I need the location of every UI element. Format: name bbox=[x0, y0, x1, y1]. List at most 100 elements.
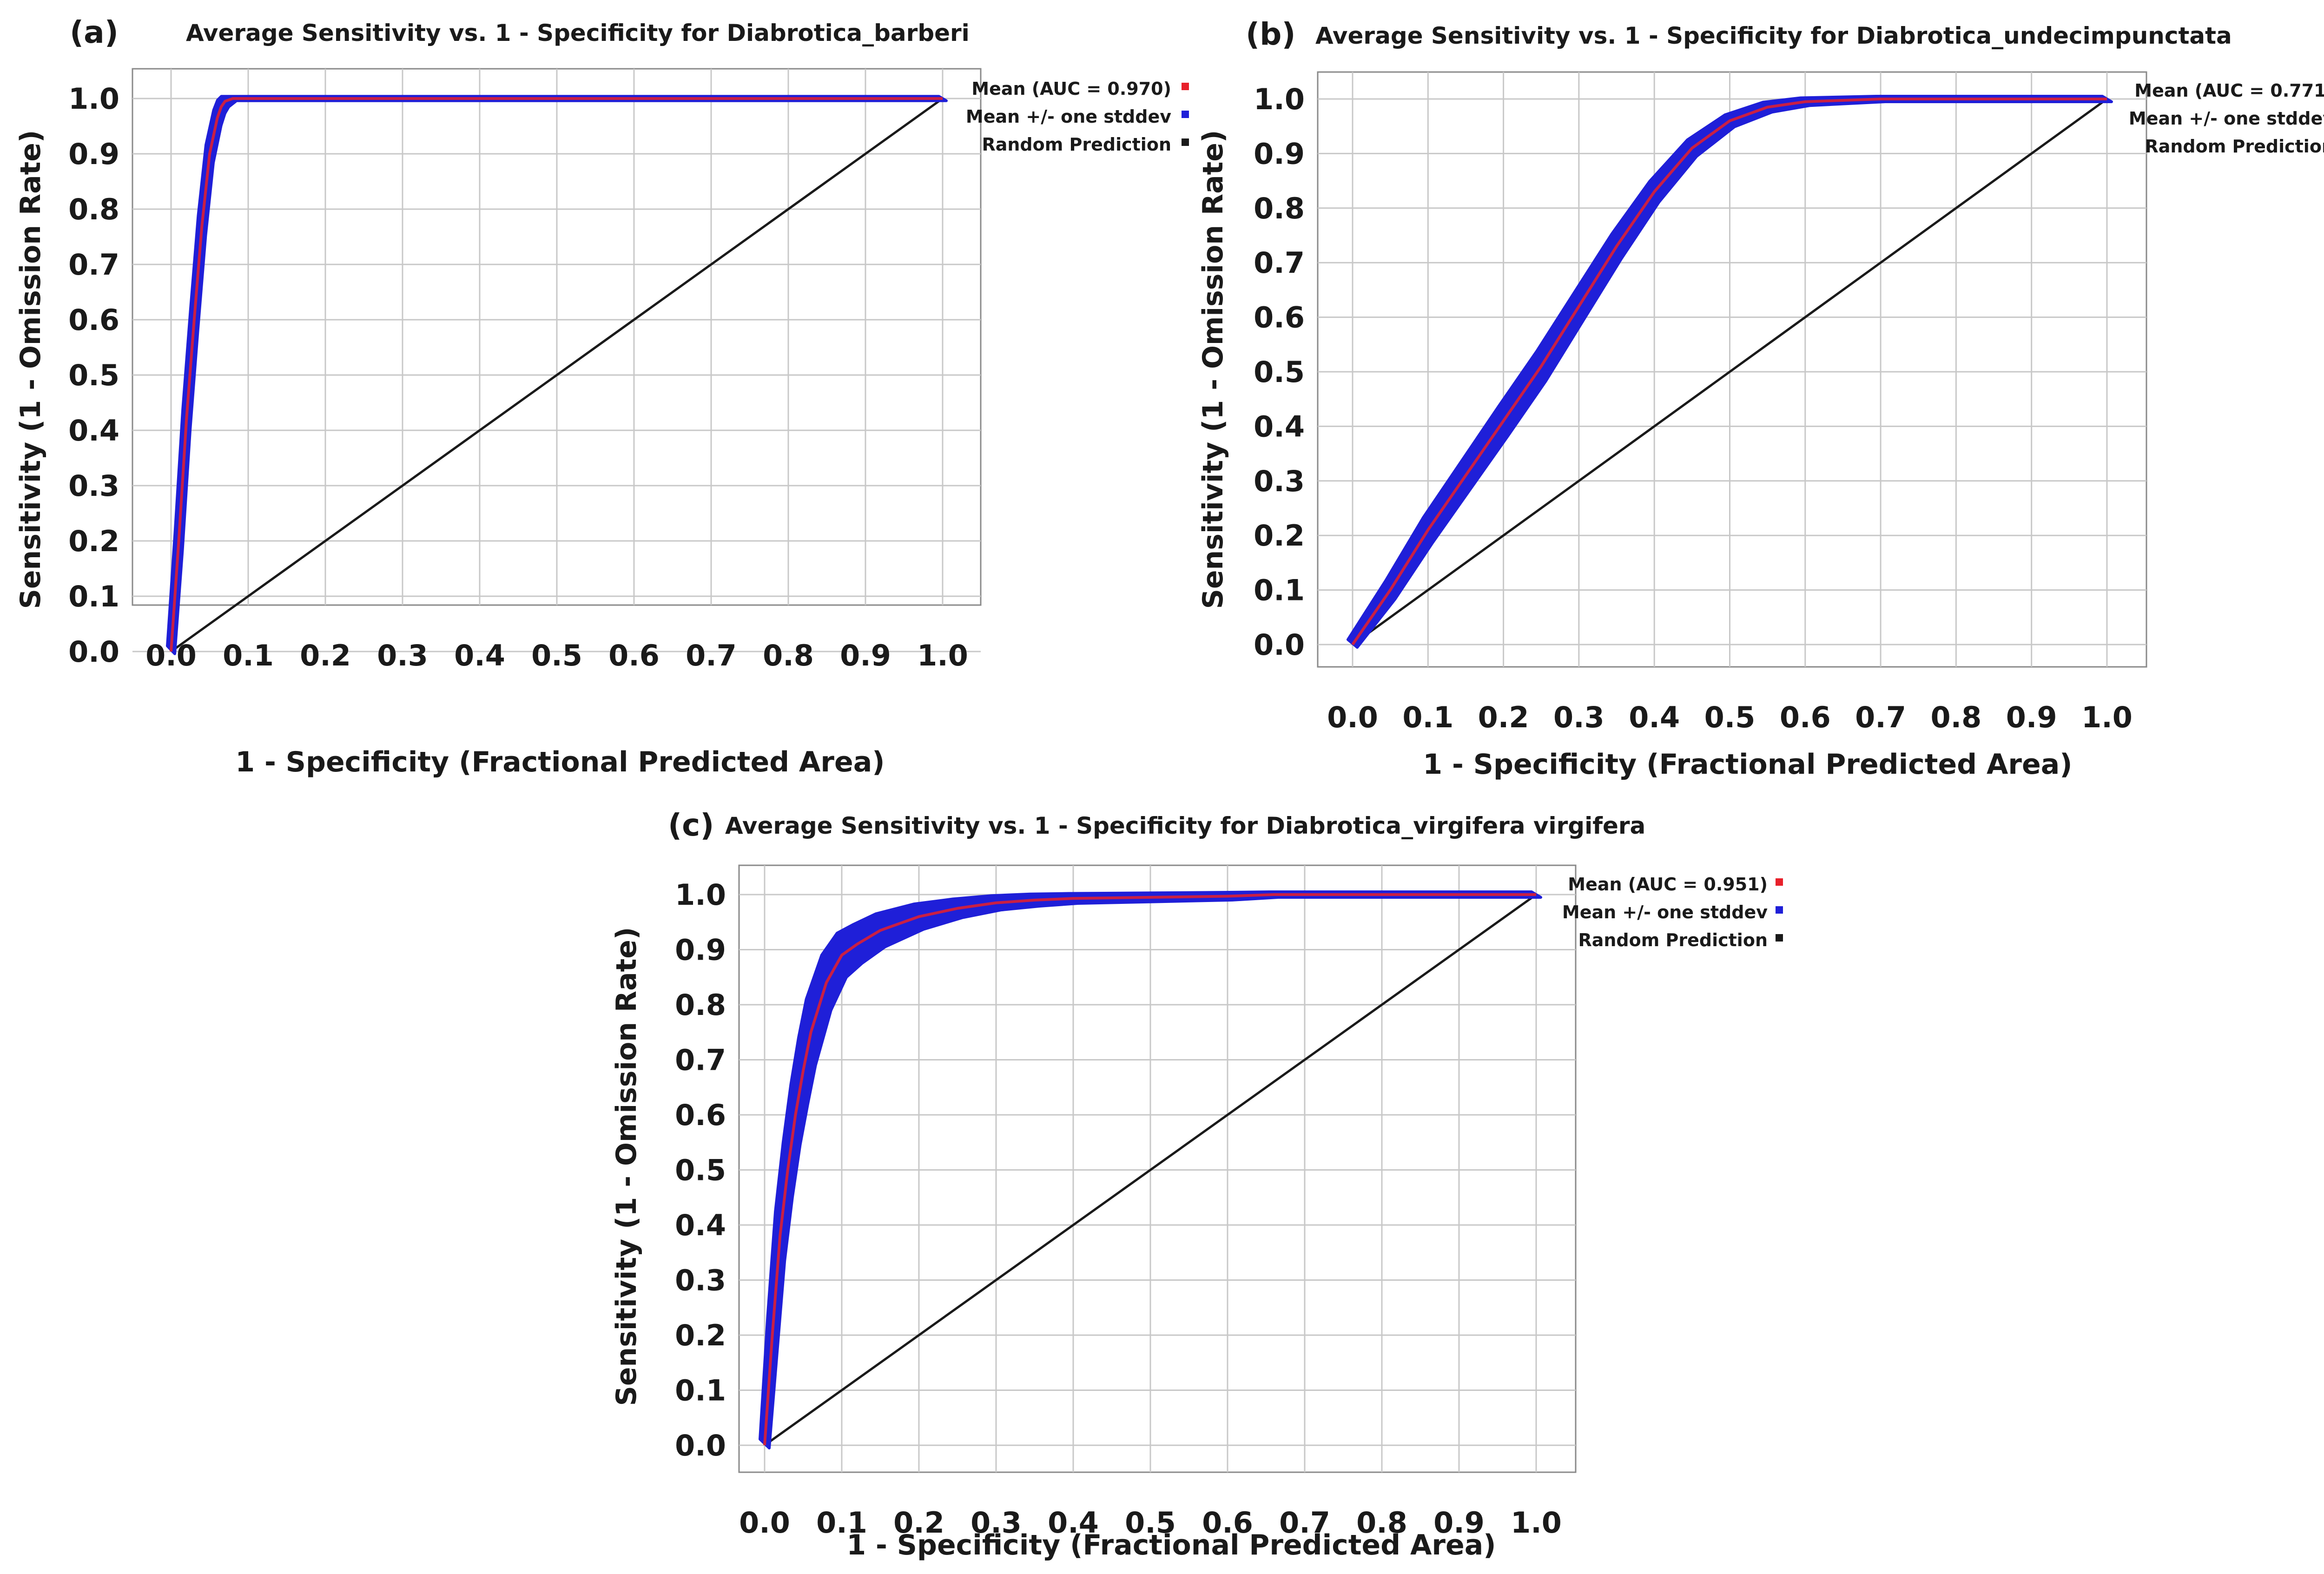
x-axis-label: 1 - Specificity (Fractional Predicted Ar… bbox=[1423, 748, 2072, 781]
legend-swatch-random bbox=[1776, 934, 1783, 942]
y-tick-labels: 0.0 0.1 0.2 0.3 0.4 0.5 0.6 0.7 0.8 0.9 1.0 bbox=[675, 878, 726, 1462]
y-tick-label: 0.2 bbox=[1254, 519, 1305, 553]
y-tick-labels: 0.0 0.1 0.2 0.3 0.4 0.5 0.6 0.7 0.8 0.9 1.0 bbox=[1254, 82, 1305, 662]
y-tick-label: 0.4 bbox=[1254, 409, 1305, 443]
chart-panel-a: (a) Average Sensitivity vs. 1 - Specific… bbox=[14, 14, 1189, 778]
panel-label: (b) bbox=[1246, 16, 1296, 52]
y-tick-label: 0.5 bbox=[68, 358, 119, 392]
x-tick-label: 0.5 bbox=[1125, 1506, 1176, 1540]
y-axis-label: Sensitivity (1 - Omission Rate) bbox=[610, 927, 643, 1406]
y-axis-label: Sensitivity (1 - Omission Rate) bbox=[1197, 130, 1229, 609]
y-tick-label: 1.0 bbox=[68, 82, 119, 116]
x-tick-label: 0.2 bbox=[300, 639, 351, 672]
y-tick-label: 0.3 bbox=[68, 469, 119, 503]
x-tick-label: 0.1 bbox=[223, 639, 274, 672]
series-line-random-prediction bbox=[1352, 98, 2108, 646]
x-tick-label: 0.9 bbox=[840, 639, 891, 672]
x-tick-label: 0.8 bbox=[763, 639, 814, 672]
chart-title: Average Sensitivity vs. 1 - Specificity … bbox=[1315, 22, 2232, 49]
grid-lines bbox=[1318, 72, 2146, 667]
legend: Mean (AUC = 0.970) Mean +/- one stddev R… bbox=[966, 79, 1189, 155]
x-tick-labels: 0.0 0.1 0.2 0.3 0.4 0.5 0.6 0.7 0.8 0.9 1.0 bbox=[739, 1506, 1562, 1540]
legend-item-random: Random Prediction bbox=[2145, 136, 2324, 157]
chart-panel-b: (b) Average Sensitivity vs. 1 - Specific… bbox=[1197, 16, 2324, 781]
legend-item-stddev: Mean +/- one stddev bbox=[1562, 902, 1768, 922]
y-tick-label: 0.1 bbox=[1254, 573, 1305, 607]
x-tick-label: 0.6 bbox=[1780, 700, 1831, 734]
panel-label: (a) bbox=[70, 14, 119, 50]
series-line-mean bbox=[1351, 98, 2107, 645]
y-tick-label: 0.4 bbox=[68, 414, 119, 448]
legend-swatch-mean bbox=[1182, 83, 1189, 90]
y-tick-label: 0.2 bbox=[675, 1318, 726, 1352]
x-axis-label: 1 - Specificity (Fractional Predicted Ar… bbox=[235, 746, 885, 778]
y-tick-label: 1.0 bbox=[1254, 82, 1305, 116]
y-tick-label: 0.8 bbox=[68, 192, 119, 226]
legend-swatch-stddev bbox=[1776, 906, 1783, 914]
y-axis-label: Sensitivity (1 - Omission Rate) bbox=[14, 130, 47, 609]
x-tick-label: 0.4 bbox=[1629, 700, 1680, 734]
y-tick-label: 0.5 bbox=[1254, 355, 1305, 389]
x-tick-label: 0.3 bbox=[971, 1506, 1022, 1540]
chart-panel-c: (c) Average Sensitivity vs. 1 - Specific… bbox=[610, 807, 1783, 1561]
x-tick-label: 0.5 bbox=[531, 639, 582, 672]
y-tick-label: 0.0 bbox=[675, 1429, 726, 1462]
x-tick-labels: 0.0 0.1 0.2 0.3 0.4 0.5 0.6 0.7 0.8 0.9 1.0 bbox=[145, 639, 968, 672]
x-tick-label: 1.0 bbox=[2081, 700, 2133, 734]
y-tick-label: 1.0 bbox=[675, 878, 726, 912]
x-tick-labels: 0.0 0.1 0.2 0.3 0.4 0.5 0.6 0.7 0.8 0.9 1.0 bbox=[1327, 700, 2133, 734]
x-tick-label: 0.8 bbox=[1356, 1506, 1407, 1540]
x-tick-label: 0.4 bbox=[454, 639, 505, 672]
y-tick-label: 0.9 bbox=[675, 933, 726, 967]
x-tick-label: 0.4 bbox=[1048, 1506, 1099, 1540]
x-tick-label: 0.9 bbox=[2006, 700, 2057, 734]
grid-lines bbox=[132, 69, 981, 652]
x-tick-label: 0.0 bbox=[1327, 700, 1378, 734]
legend-item-random: Random Prediction bbox=[982, 134, 1171, 155]
y-tick-label: 0.2 bbox=[68, 524, 119, 558]
y-tick-label: 0.6 bbox=[68, 303, 119, 337]
y-tick-label: 0.6 bbox=[675, 1098, 726, 1132]
x-tick-label: 0.3 bbox=[377, 639, 428, 672]
y-tick-label: 0.1 bbox=[68, 580, 119, 613]
series-band-stddev bbox=[1347, 95, 2113, 649]
x-tick-label: 0.7 bbox=[1279, 1506, 1330, 1540]
legend-swatch-random bbox=[1182, 138, 1189, 146]
legend-swatch-mean bbox=[1776, 878, 1783, 886]
y-tick-label: 0.8 bbox=[675, 988, 726, 1022]
legend-item-stddev: Mean +/- one stddev bbox=[966, 106, 1171, 127]
x-tick-label: 0.3 bbox=[1553, 700, 1604, 734]
y-tick-label: 0.0 bbox=[1254, 628, 1305, 662]
x-tick-label: 0.9 bbox=[1433, 1506, 1485, 1540]
series-band-stddev bbox=[759, 890, 1542, 1449]
x-tick-label: 1.0 bbox=[1511, 1506, 1562, 1540]
y-tick-label: 0.7 bbox=[675, 1043, 726, 1077]
series-line-random-prediction bbox=[170, 97, 944, 653]
y-tick-label: 0.7 bbox=[68, 248, 119, 282]
legend: Mean (AUC = 0.771) Mean +/- one stddev R… bbox=[2129, 80, 2324, 157]
legend-item-mean: Mean (AUC = 0.771) bbox=[2134, 80, 2324, 101]
y-tick-label: 0.9 bbox=[68, 137, 119, 171]
x-axis-label: 1 - Specificity (Fractional Predicted Ar… bbox=[846, 1529, 1496, 1561]
y-tick-label: 0.1 bbox=[675, 1374, 726, 1408]
legend: Mean (AUC = 0.951) Mean +/- one stddev R… bbox=[1562, 874, 1783, 950]
x-tick-label: 0.7 bbox=[686, 639, 737, 672]
y-tick-label: 0.5 bbox=[675, 1153, 726, 1187]
x-tick-label: 0.5 bbox=[1704, 700, 1756, 734]
legend-swatch-stddev bbox=[1182, 111, 1189, 118]
x-tick-label: 0.2 bbox=[1478, 700, 1529, 734]
x-tick-label: 0.8 bbox=[1930, 700, 1981, 734]
x-tick-label: 0.0 bbox=[145, 639, 197, 672]
y-tick-label: 0.9 bbox=[1254, 137, 1305, 171]
y-tick-label: 0.4 bbox=[675, 1208, 726, 1242]
chart-title: Average Sensitivity vs. 1 - Specificity … bbox=[186, 20, 970, 46]
x-tick-label: 0.7 bbox=[1855, 700, 1906, 734]
x-tick-label: 1.0 bbox=[917, 639, 968, 672]
plot-marks bbox=[166, 95, 948, 655]
plot-marks bbox=[1347, 95, 2113, 649]
series-band-stddev bbox=[166, 95, 948, 655]
y-tick-label: 0.3 bbox=[1254, 464, 1305, 498]
series-line-mean bbox=[763, 893, 1536, 1446]
